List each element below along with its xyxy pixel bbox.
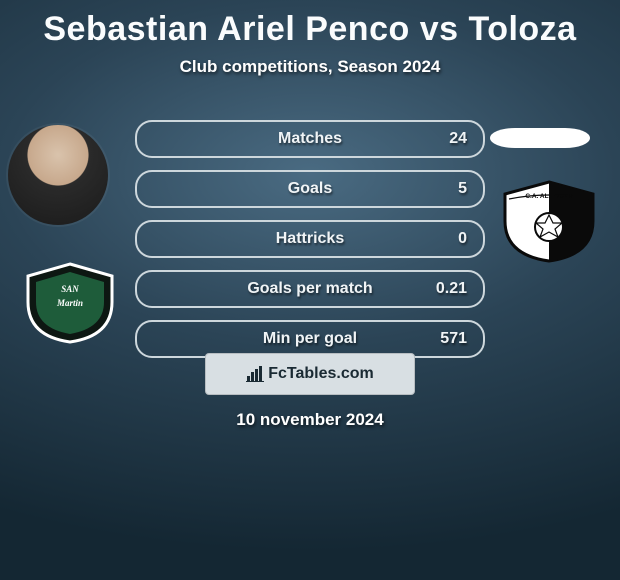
stats-container: Matches 24 Goals 5 Hattricks 0 Goals per… — [135, 120, 485, 370]
stat-label: Goals — [288, 180, 332, 198]
stat-row-goals: Goals 5 — [135, 170, 485, 208]
barchart-icon — [246, 366, 264, 382]
player1-avatar — [8, 125, 108, 225]
source-logo-box: FcTables.com — [205, 353, 415, 395]
player1-club-crest: SAN Martin — [20, 262, 120, 344]
stat-value-right: 571 — [440, 330, 467, 348]
comparison-card: Sebastian Ariel Penco vs Toloza Club com… — [0, 0, 620, 580]
footer-date: 10 november 2024 — [0, 410, 620, 430]
stat-label: Hattricks — [276, 230, 344, 248]
player2-club-crest: C.A. ALL BOYS — [499, 179, 599, 264]
stat-value-right: 5 — [458, 180, 467, 198]
stat-row-gpm: Goals per match 0.21 — [135, 270, 485, 308]
stat-value-right: 24 — [449, 130, 467, 148]
source-logo: FcTables.com — [246, 365, 374, 383]
stat-value-right: 0 — [458, 230, 467, 248]
crest-left-label-1: SAN — [61, 284, 79, 294]
subtitle: Club competitions, Season 2024 — [0, 57, 620, 77]
player2-avatar — [490, 128, 590, 148]
stat-label: Goals per match — [247, 280, 372, 298]
stat-label: Min per goal — [263, 330, 357, 348]
page-title: Sebastian Ariel Penco vs Toloza — [0, 0, 620, 49]
stat-label: Matches — [278, 130, 342, 148]
source-logo-text: FcTables.com — [268, 365, 374, 383]
stat-value-right: 0.21 — [436, 280, 467, 298]
crest-right-label: C.A. ALL BOYS — [525, 193, 573, 200]
stat-row-matches: Matches 24 — [135, 120, 485, 158]
crest-left-label-2: Martin — [56, 298, 83, 308]
stat-row-hattricks: Hattricks 0 — [135, 220, 485, 258]
